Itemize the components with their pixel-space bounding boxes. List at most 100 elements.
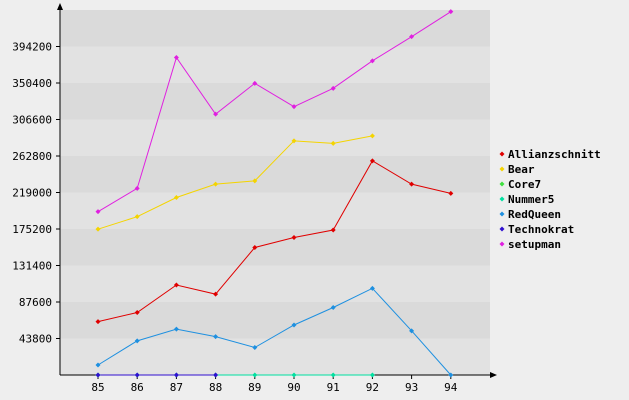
y-tick-label: 219000 xyxy=(12,187,52,200)
data-point xyxy=(330,140,336,146)
x-axis-ticks: 85 86 87 88 89 90 91 92 93 94 xyxy=(91,375,458,394)
y-tick-label: 43800 xyxy=(19,333,52,346)
y-axis-arrow xyxy=(57,3,63,10)
data-point xyxy=(173,282,179,288)
grid-band xyxy=(60,229,490,266)
x-tick-label: 90 xyxy=(287,381,300,394)
grid-band xyxy=(60,46,490,83)
data-point xyxy=(173,195,179,200)
legend-marker xyxy=(499,226,505,232)
data-point xyxy=(291,235,297,240)
y-tick-label: 175200 xyxy=(12,223,52,236)
data-point xyxy=(213,291,219,297)
grid-band xyxy=(60,265,490,302)
y-tick-label: 262800 xyxy=(12,150,52,163)
grid-band xyxy=(60,302,490,339)
data-point xyxy=(369,58,375,64)
data-point xyxy=(330,227,336,233)
data-point xyxy=(95,362,101,368)
data-point xyxy=(369,133,375,139)
data-point xyxy=(95,319,101,325)
data-point xyxy=(291,322,297,328)
data-point xyxy=(330,85,336,91)
y-tick-label: 87600 xyxy=(19,296,52,309)
legend-marker xyxy=(499,211,505,217)
legend: Allianzschnitt Bear Core7 Nummer5 RedQueen Te… xyxy=(499,148,601,251)
legend-marker xyxy=(499,151,505,157)
y-tick-label: 350400 xyxy=(12,77,52,90)
data-point xyxy=(173,326,179,332)
data-point xyxy=(134,310,140,315)
legend-marker xyxy=(499,196,505,202)
data-point xyxy=(173,372,179,378)
data-point xyxy=(252,80,258,86)
series-line xyxy=(97,11,452,213)
grid-band xyxy=(60,10,490,47)
x-axis-arrow xyxy=(490,372,497,378)
grid-band xyxy=(60,119,490,156)
grid-band xyxy=(60,338,490,375)
y-tick-label: 394200 xyxy=(12,41,52,54)
data-point xyxy=(95,372,101,378)
series-lines xyxy=(97,11,452,376)
legend-label: RedQueen xyxy=(508,208,561,221)
grid-band xyxy=(60,192,490,229)
data-point xyxy=(409,34,415,40)
data-point xyxy=(134,214,140,220)
x-tick-label: 92 xyxy=(366,381,379,394)
x-tick-label: 93 xyxy=(405,381,418,394)
y-tick-label: 131400 xyxy=(12,260,52,273)
data-point xyxy=(252,372,258,378)
data-point xyxy=(448,190,454,196)
legend-label: Nummer5 xyxy=(508,193,554,206)
legend-marker xyxy=(499,241,505,247)
data-point xyxy=(134,338,140,344)
x-tick-label: 91 xyxy=(327,381,340,394)
grid-band xyxy=(60,156,490,193)
data-point xyxy=(213,111,219,117)
legend-marker xyxy=(499,166,505,172)
y-tick-label: 306600 xyxy=(12,114,52,127)
data-point xyxy=(252,345,258,350)
data-point xyxy=(409,181,415,187)
series-line xyxy=(97,160,451,323)
plot-background xyxy=(60,10,490,375)
data-point xyxy=(448,9,454,15)
legend-label: Bear xyxy=(508,163,535,176)
series-line xyxy=(97,287,452,376)
legend-marker xyxy=(499,181,505,187)
data-point xyxy=(213,181,219,187)
data-point xyxy=(134,372,140,378)
data-point xyxy=(252,245,258,250)
data-point xyxy=(330,305,336,310)
legend-label: Core7 xyxy=(508,178,541,191)
x-tick-label: 86 xyxy=(131,381,144,394)
series-line xyxy=(97,135,373,230)
data-point xyxy=(95,209,101,215)
legend-label: Allianzschnitt xyxy=(508,148,601,161)
data-point xyxy=(291,372,297,378)
data-point xyxy=(409,328,415,334)
x-tick-label: 94 xyxy=(444,381,458,394)
data-point xyxy=(330,372,336,378)
data-point xyxy=(369,372,375,378)
data-point xyxy=(213,372,219,378)
x-tick-label: 88 xyxy=(209,381,222,394)
legend-label: Technokrat xyxy=(508,223,574,236)
data-point xyxy=(369,158,375,164)
legend-label: setupman xyxy=(508,238,561,251)
data-point xyxy=(291,104,297,110)
y-axis-ticks: 43800 87600 131400 175200 219000 262800 306600… xyxy=(12,41,60,346)
data-point xyxy=(95,226,101,232)
data-point xyxy=(173,55,179,60)
series-points xyxy=(95,9,454,378)
data-point xyxy=(134,185,140,191)
data-point xyxy=(448,372,454,378)
data-point xyxy=(291,138,297,144)
grid-band xyxy=(60,83,490,120)
x-tick-label: 89 xyxy=(248,381,261,394)
data-point xyxy=(213,334,219,340)
data-point xyxy=(369,285,375,291)
x-tick-label: 85 xyxy=(91,381,104,394)
